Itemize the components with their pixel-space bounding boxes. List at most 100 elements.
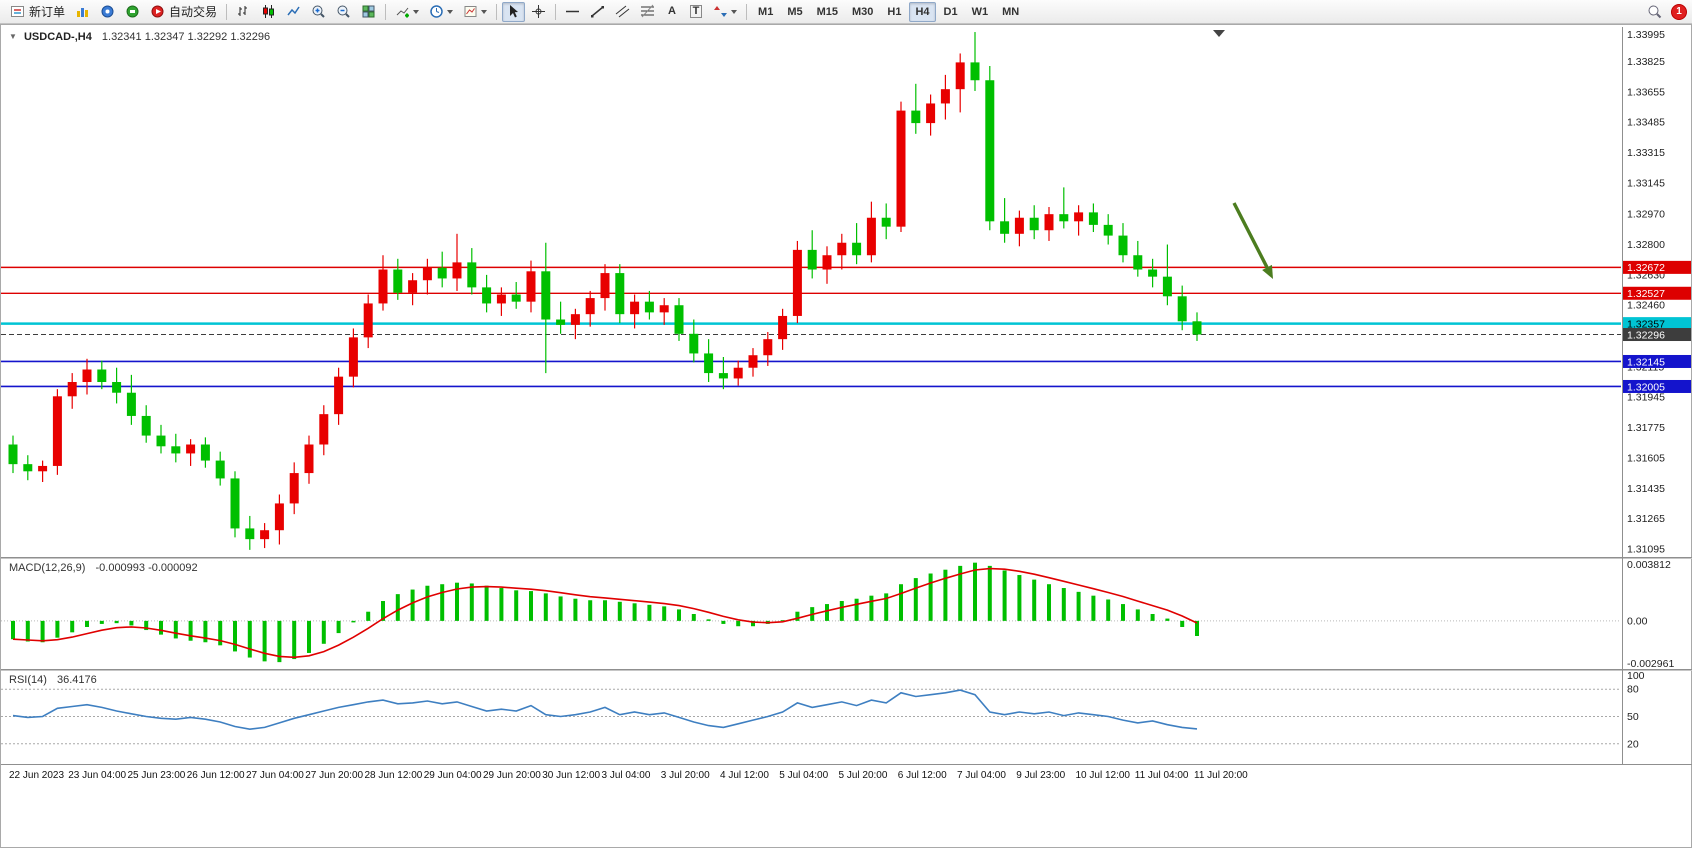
candle-body [260, 530, 270, 540]
svg-text:1.33145: 1.33145 [1627, 177, 1665, 189]
tile-windows-button[interactable] [357, 2, 380, 22]
time-axis-label: 27 Jun 04:00 [246, 770, 304, 781]
search-button[interactable] [1643, 2, 1666, 22]
macd-bar [795, 611, 800, 621]
autotrading-button[interactable]: 自动交易 [146, 2, 221, 22]
toolbar-separator [226, 3, 228, 20]
chart-ohlc-values: 1.32341 1.32347 1.32292 1.32296 [101, 31, 271, 43]
macd-bar [899, 584, 903, 621]
time-axis-label: 25 Jun 23:00 [127, 770, 186, 781]
text-tool-button[interactable]: A [661, 2, 683, 22]
macd-bar [499, 588, 504, 621]
arrows-tool-button[interactable] [709, 2, 741, 22]
one-click-trading-toggle[interactable]: ▼ [9, 32, 17, 41]
candle-body [97, 369, 107, 383]
candle-body [881, 217, 891, 227]
candle-body [171, 446, 181, 454]
macd-bar [736, 620, 741, 627]
candle-body [467, 262, 477, 288]
candle-body [585, 298, 595, 315]
macd-bar [1076, 591, 1081, 621]
dropdown-arrow-icon [413, 9, 420, 14]
candle-body [141, 415, 151, 436]
bar-chart-mode-button[interactable] [232, 2, 255, 22]
time-axis-label: 7 Jul 04:00 [957, 770, 1006, 781]
crosshair-button[interactable] [527, 2, 550, 22]
fibonacci-tool-button[interactable] [636, 2, 659, 22]
candle-body [926, 103, 936, 124]
main-price-chart[interactable]: 1.33995 1.33825 1.33655 1.33485 1.33315 1.331… [1, 29, 1692, 557]
timeframe-w1-button[interactable]: W1 [971, 5, 989, 18]
trendline-tool-button[interactable] [586, 2, 609, 22]
zoom-out-button[interactable] [332, 2, 355, 22]
label-tool-button[interactable]: T [685, 2, 707, 22]
candle-body [304, 444, 314, 474]
svg-text:1.31775: 1.31775 [1627, 422, 1665, 434]
chart-title-row: ▼ USDCAD-,H4 1.32341 1.32347 1.32292 1.3… [9, 31, 270, 43]
navigator-button[interactable] [96, 2, 119, 22]
macd-bar [1150, 614, 1155, 621]
new-order-button[interactable]: 新订单 [6, 2, 69, 22]
macd-axis-ticks: 0.003812 0.00 -0.002961 [1627, 559, 1674, 669]
macd-pane[interactable]: 0.003812 0.00 -0.002961 [1, 559, 1692, 669]
line-chart-mode-button[interactable] [282, 2, 305, 22]
macd-bar [958, 565, 963, 621]
timeframe-m1-button[interactable]: M1 [758, 5, 774, 18]
zoom-in-icon [312, 5, 325, 18]
annotation-arrow[interactable] [1232, 202, 1269, 269]
terminal-icon [126, 5, 139, 18]
search-icon [1648, 5, 1662, 19]
macd-bar [943, 569, 948, 621]
timeframe-h4-button[interactable]: H4 [909, 1, 936, 22]
zoom-in-button[interactable] [307, 2, 330, 22]
timeframe-h1-button[interactable]: H1 [887, 5, 902, 18]
macd-bar [70, 620, 75, 633]
pane-divider[interactable] [1, 669, 1692, 671]
indicators-button[interactable] [391, 2, 423, 22]
timeframe-m5-button[interactable]: M5 [787, 5, 803, 18]
templates-button[interactable] [459, 2, 491, 22]
rsi-pane[interactable]: 100 80 50 20 [1, 671, 1692, 762]
cursor-button[interactable] [502, 1, 526, 22]
text-tool-icon: A [668, 5, 676, 17]
macd-bar [1195, 620, 1199, 636]
candle-body [1148, 269, 1158, 277]
pane-divider[interactable] [1, 557, 1692, 559]
candlestick-mode-button[interactable] [257, 2, 280, 22]
line-chart-icon [287, 6, 300, 16]
clock-icon [430, 5, 443, 18]
timeframe-m15-button[interactable]: M15 [816, 5, 838, 18]
timeframe-mn-button[interactable]: MN [1002, 5, 1020, 18]
timeframe-m30-button[interactable]: M30 [852, 5, 874, 18]
candle-body [600, 273, 610, 299]
macd-bar [1135, 609, 1140, 621]
candle-body [274, 503, 284, 531]
candle-body [200, 444, 210, 461]
rsi-line [12, 689, 1198, 731]
price-axis-separator[interactable] [1622, 27, 1623, 764]
time-axis-label: 27 Jun 20:00 [305, 770, 364, 781]
svg-text:0.00: 0.00 [1627, 615, 1648, 627]
candle-body [630, 301, 640, 315]
timeframe-d1-button[interactable]: D1 [943, 5, 958, 18]
macd-bar [825, 604, 829, 621]
fibonacci-icon [641, 4, 655, 18]
periods-button[interactable] [425, 2, 457, 22]
horizontal-line-tool-button[interactable] [561, 2, 584, 22]
candle-body [674, 305, 684, 334]
market-watch-button[interactable] [71, 2, 94, 22]
macd-bar [706, 619, 711, 621]
channel-tool-button[interactable] [611, 2, 634, 22]
candle-body [112, 382, 122, 393]
chart-shift-marker[interactable] [1213, 30, 1225, 37]
notification-badge[interactable]: 1 [1671, 3, 1687, 20]
macd-bar [247, 620, 252, 658]
macd-bar [469, 583, 474, 621]
candle-body [659, 305, 669, 313]
macd-bar [1165, 618, 1170, 621]
terminal-button[interactable] [121, 2, 144, 22]
time-axis[interactable]: 22 Jun 2023 23 Jun 04:00 25 Jun 23:00 26 Ju… [1, 768, 1692, 786]
time-axis-label: 30 Jun 12:00 [542, 770, 601, 781]
candle-body [689, 333, 699, 354]
macd-bar [321, 620, 326, 644]
